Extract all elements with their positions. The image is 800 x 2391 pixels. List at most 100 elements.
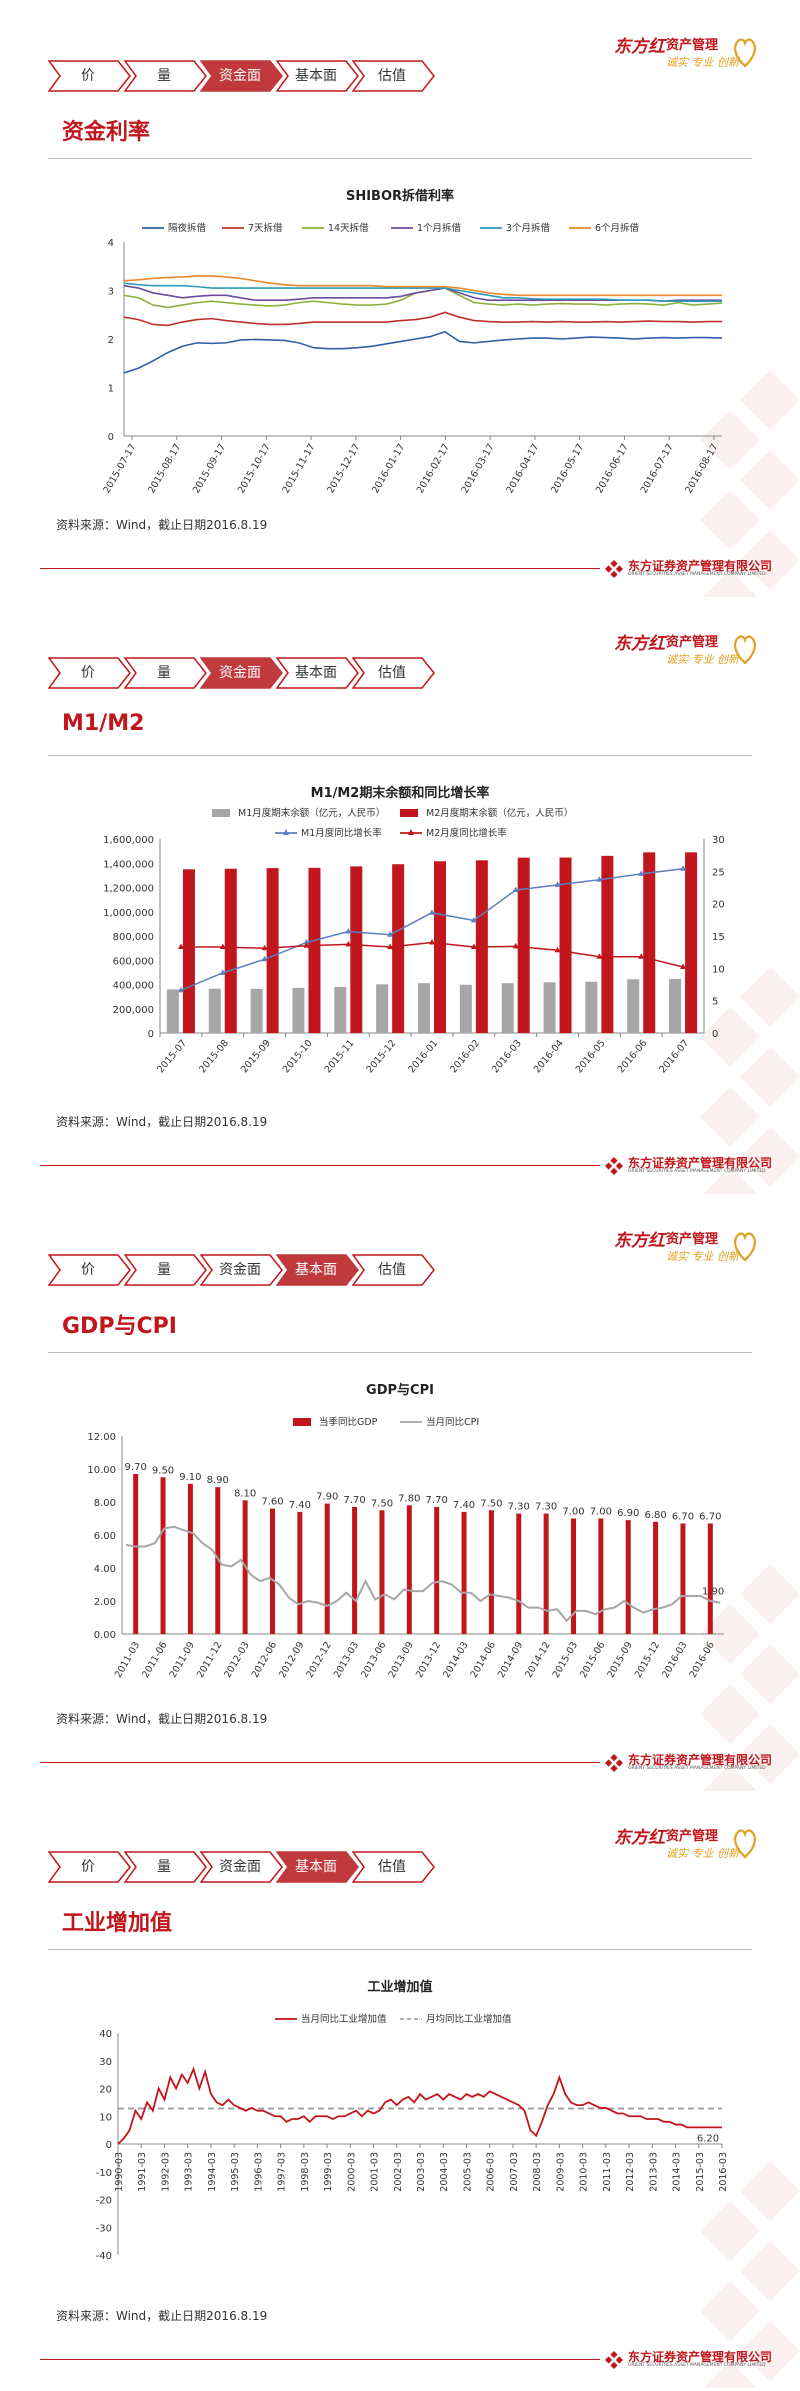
x-tick-label: 2014-03 (441, 1640, 470, 1680)
x-tick-label: 2008-03 (532, 2152, 543, 2192)
tab-label: 量 (157, 665, 171, 681)
legend-label: M1月度期末余额（亿元，人民币） (238, 807, 385, 819)
footer-company-name-en: ORIENT SECURITIES ASSET MANAGEMENT COMPA… (628, 2363, 766, 2368)
tab-shape (124, 657, 207, 689)
tab-1[interactable]: 价 (48, 60, 132, 92)
tab-chevron (124, 657, 207, 689)
chart: 隔夜拆借 7天拆借 14天拆借 1个月拆借 3个月拆借 6个月拆借 0 1 2 3 4 2015-07… (101, 222, 723, 495)
x-tick-label: 2012-06 (250, 1640, 279, 1680)
y-tick-label: 6.00 (94, 1531, 116, 1542)
legend-label: 3个月拆借 (506, 222, 551, 234)
x-tick-label: 1994-03 (207, 2152, 218, 2192)
brand-mark: 东方红 (614, 1231, 665, 1251)
bar-m2 (224, 868, 237, 1033)
brand-slogan: 诚实 专业 创新 (666, 1250, 739, 1263)
title-divider (48, 158, 752, 159)
section-title: 工业增加值 (62, 1911, 173, 1936)
section-title: GDP与CPI (62, 1314, 177, 1339)
x-tick-label: 2012-03 (625, 2152, 636, 2192)
section-title: M1/M2 (62, 711, 145, 736)
tab-2[interactable]: 量 (124, 1851, 208, 1883)
chart: 当月同比工业增加值 月均同比工业增加值 -40 -30 -20 -10 0 10 20 30 40 1… (96, 2013, 729, 2262)
footer-divider (40, 1762, 600, 1763)
chart-title: SHIBOR拆借利率 (345, 189, 455, 204)
tab-1[interactable]: 价 (48, 1851, 132, 1883)
tab-5[interactable]: 估值 (352, 60, 436, 92)
legend-swatch (293, 1418, 311, 1426)
data-label: 7.70 (343, 1495, 365, 1506)
footer-company-name-en: ORIENT SECURITIES ASSET MANAGEMENT COMPA… (628, 1766, 766, 1771)
data-label: 7.40 (289, 1500, 311, 1511)
tab-chevron (276, 60, 359, 92)
legend-label: 1个月拆借 (417, 222, 462, 234)
watermark-diamond (740, 2161, 800, 2221)
bar-gdp (379, 1510, 385, 1634)
series-line (123, 330, 723, 374)
x-tick-label: 2013-03 (332, 1640, 361, 1680)
tab-3[interactable]: 资金面 (200, 1851, 284, 1883)
x-tick-label: 2016-06 (688, 1640, 717, 1680)
bar-m2 (266, 868, 279, 1033)
tab-3[interactable]: 资金面 (200, 60, 284, 92)
tab-3[interactable]: 资金面 (200, 657, 284, 689)
x-tick-label: 2013-12 (414, 1640, 443, 1680)
watermark-diamond (740, 1644, 800, 1704)
tab-1[interactable]: 价 (48, 657, 132, 689)
tab-label: 估值 (378, 665, 406, 681)
bar-m1 (501, 983, 514, 1033)
chart: 当季同比GDP 当月同比CPI 0.00 2.00 4.00 6.00 8.00 10.00 1… (87, 1416, 724, 1680)
company-mark-icon (605, 560, 623, 578)
slide-4: 东方红 资产管理 诚实 专业 创新 价 量 资金面 基本面 估值 工业增加值 工业增加值… (0, 1791, 800, 2388)
end-label: 6.20 (697, 2133, 719, 2144)
watermark-diamond (700, 1007, 760, 1067)
y-tick-label: 30 (99, 2057, 112, 2068)
tab-4[interactable]: 基本面 (276, 1254, 360, 1286)
bar-gdp (187, 1483, 193, 1634)
tab-4[interactable]: 基本面 (276, 657, 360, 689)
x-tick-label: 2012-03 (222, 1640, 251, 1680)
tab-4[interactable]: 基本面 (276, 60, 360, 92)
tab-5[interactable]: 估值 (352, 1254, 436, 1286)
x-tick-label: 2016-03-17 (460, 442, 497, 495)
tab-2[interactable]: 量 (124, 1254, 208, 1286)
bar-m2 (434, 861, 446, 1033)
y-tick-label: 40 (99, 2029, 112, 2040)
tab-2[interactable]: 量 (124, 60, 208, 92)
watermark-diamond (740, 2241, 800, 2301)
slide-1: 东方红 资产管理 诚实 专业 创新 价 量 资金面 基本面 估值 资金利率 SHIBOR… (0, 0, 800, 597)
x-tick-label: 2002-03 (393, 2152, 404, 2192)
tab-1[interactable]: 价 (48, 1254, 132, 1286)
y-tick-label: -20 (96, 2196, 112, 2207)
tab-chevron (200, 60, 283, 92)
x-tick-label: 2015-10-17 (236, 442, 273, 495)
tab-5[interactable]: 估值 (352, 657, 436, 689)
tab-chevron (276, 657, 359, 689)
watermark-diamond (703, 2361, 757, 2388)
tab-5[interactable]: 估值 (352, 1851, 436, 1883)
data-label: 6.90 (617, 1508, 639, 1519)
tab-3[interactable]: 资金面 (200, 1254, 284, 1286)
x-tick-label: 2007-03 (509, 2152, 520, 2192)
bar-m1 (376, 984, 389, 1033)
tab-label: 资金面 (219, 665, 261, 681)
watermark-diamond (700, 1684, 760, 1744)
tab-2[interactable]: 量 (124, 657, 208, 689)
x-tick-label: 2015-03 (695, 2152, 706, 2192)
line-marker (303, 942, 310, 948)
tab-chevron (352, 1851, 435, 1883)
x-tick-label: 2016-03 (490, 1038, 524, 1075)
tab-4[interactable]: 基本面 (276, 1851, 360, 1883)
line-marker (512, 942, 519, 949)
y-tick-label: -10 (96, 2168, 112, 2179)
bar-gdp (352, 1506, 358, 1634)
y-tick-label: 10 (99, 2112, 112, 2123)
watermark-diamond (740, 1724, 800, 1784)
line-marker (680, 963, 687, 970)
tab-shape (352, 1254, 435, 1286)
brand-slogan: 诚实 专业 创新 (666, 56, 739, 69)
x-tick-label: 2013-09 (387, 1640, 416, 1680)
y-tick-label: -30 (96, 2223, 112, 2234)
x-tick-label: 2016-06-17 (594, 442, 631, 495)
tab-shape (276, 1851, 359, 1883)
series-line (123, 275, 722, 297)
